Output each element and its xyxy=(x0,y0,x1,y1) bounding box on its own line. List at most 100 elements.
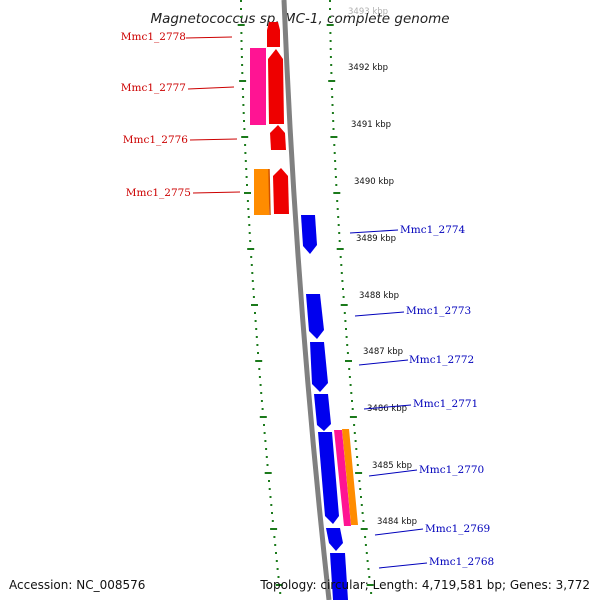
cds-feature-2770[interactable] xyxy=(318,432,339,524)
tick-mark xyxy=(276,568,279,570)
tick-mark xyxy=(368,576,371,578)
tick-mark xyxy=(279,592,282,594)
tick-mark xyxy=(254,320,257,322)
tick-mark xyxy=(354,440,357,442)
tick-mark xyxy=(239,80,247,82)
tick-mark xyxy=(241,72,244,74)
cds-feature-2776[interactable] xyxy=(270,125,286,150)
tick-mark xyxy=(268,480,270,482)
tick-mark xyxy=(370,592,373,594)
tick-mark xyxy=(247,216,250,218)
tick-mark xyxy=(335,184,338,186)
genome-summary-text: Topology: circular; Length: 4,719,581 bp… xyxy=(260,578,590,592)
tick-mark xyxy=(348,376,351,378)
tick-mark xyxy=(264,472,272,474)
cds-feature-2769[interactable] xyxy=(326,528,343,551)
tick-mark xyxy=(242,104,245,106)
tick-mark xyxy=(359,488,362,490)
tick-mark xyxy=(334,176,337,178)
misc-feature-pink-2[interactable] xyxy=(334,430,351,526)
cds-feature-2777[interactable] xyxy=(268,49,284,124)
gene-label-2772[interactable]: Mmc1_2772 xyxy=(409,354,474,366)
tick-mark xyxy=(367,568,370,570)
tick-mark xyxy=(245,168,248,170)
cds-feature-2773[interactable] xyxy=(306,294,324,339)
tick-mark xyxy=(258,368,261,370)
scale-label: 3491 kbp xyxy=(351,120,391,130)
tick-mark xyxy=(333,144,336,146)
gene-label-2774[interactable]: Mmc1_2774 xyxy=(400,224,466,236)
misc-feature-orange-2[interactable] xyxy=(342,429,358,525)
tick-mark xyxy=(340,272,343,274)
tick-mark xyxy=(360,528,368,530)
tick-mark xyxy=(349,416,357,418)
tick-mark xyxy=(242,96,245,98)
tick-mark xyxy=(333,152,336,154)
cds-feature-2771[interactable] xyxy=(314,394,331,431)
tick-mark xyxy=(345,328,347,330)
scale-label: 3488 kbp xyxy=(359,291,399,301)
tick-mark xyxy=(273,536,276,538)
gene-label-2775[interactable]: Mmc1_2775 xyxy=(126,187,191,199)
tick-mark xyxy=(337,224,340,226)
tick-mark xyxy=(360,496,362,498)
tick-mark xyxy=(332,128,335,130)
cds-feature-2772[interactable] xyxy=(310,342,328,392)
gene-label-2771[interactable]: Mmc1_2771 xyxy=(413,398,478,410)
gene-label-2777[interactable]: Mmc1_2777 xyxy=(121,82,186,94)
scale-label: 3489 kbp xyxy=(356,234,396,244)
cds-feature-2768[interactable] xyxy=(330,553,348,600)
tick-mark xyxy=(330,88,333,90)
tick-mark xyxy=(271,520,274,522)
gene-label-2773[interactable]: Mmc1_2773 xyxy=(406,305,471,317)
tick-mark xyxy=(241,88,244,90)
gene-label-2776[interactable]: Mmc1_2776 xyxy=(123,134,189,146)
inner-tick-ring xyxy=(237,0,283,594)
tick-mark xyxy=(275,552,277,554)
tick-mark xyxy=(252,288,255,290)
cds-feature-2778[interactable] xyxy=(267,22,280,47)
outer-tick-ring xyxy=(326,0,374,594)
tick-mark xyxy=(271,512,273,514)
tick-mark xyxy=(336,200,339,202)
tick-mark xyxy=(250,256,253,258)
gene-label-2768[interactable]: Mmc1_2768 xyxy=(429,556,494,568)
genome-backbone xyxy=(281,0,332,600)
tick-mark xyxy=(329,8,331,10)
tick-mark xyxy=(356,464,359,466)
tick-mark xyxy=(244,152,247,154)
misc-feature-pink-1[interactable] xyxy=(250,48,266,125)
tick-mark xyxy=(247,248,255,250)
scale-label: 3485 kbp xyxy=(372,461,412,471)
tick-mark xyxy=(361,512,364,514)
cds-feature-2774[interactable] xyxy=(301,215,317,254)
tick-mark xyxy=(341,280,344,282)
gene-label-2770[interactable]: Mmc1_2770 xyxy=(419,464,484,476)
tick-mark xyxy=(326,24,334,26)
misc-feature-orange-1[interactable] xyxy=(254,169,269,215)
tick-mark xyxy=(275,560,278,562)
tick-mark xyxy=(336,248,344,250)
tick-mark xyxy=(356,456,359,458)
gene-label-2769[interactable]: Mmc1_2769 xyxy=(425,523,490,535)
tick-mark xyxy=(259,384,262,386)
tick-mark xyxy=(263,424,265,426)
tick-mark xyxy=(353,424,356,426)
tick-mark xyxy=(240,48,243,50)
tick-mark xyxy=(256,344,259,346)
cds-feature-2775[interactable] xyxy=(273,168,289,214)
tick-mark xyxy=(257,352,259,354)
tick-mark xyxy=(240,32,243,34)
tick-mark xyxy=(247,208,250,210)
tick-mark xyxy=(345,360,352,362)
tick-mark xyxy=(346,352,349,354)
scale-label: 3486 kbp xyxy=(367,404,407,414)
tick-mark xyxy=(260,392,263,394)
tick-mark xyxy=(360,504,363,506)
tick-mark xyxy=(268,488,271,490)
tick-mark xyxy=(258,376,261,378)
tick-mark xyxy=(242,112,245,114)
gene-label-2778[interactable]: Mmc1_2778 xyxy=(121,31,186,43)
tick-mark xyxy=(261,408,264,410)
tick-mark xyxy=(265,456,268,458)
